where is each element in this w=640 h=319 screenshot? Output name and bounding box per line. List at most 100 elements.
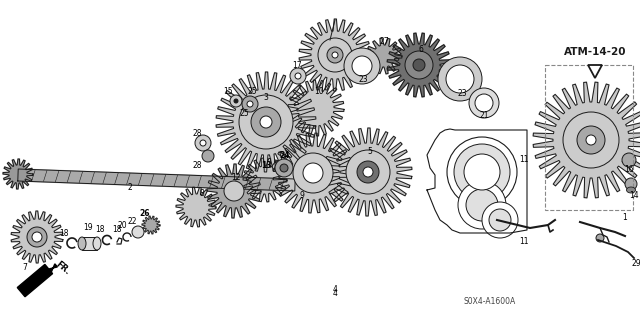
Circle shape [586, 135, 596, 145]
Circle shape [446, 65, 474, 93]
Circle shape [625, 178, 637, 190]
Text: 22: 22 [127, 218, 137, 226]
Polygon shape [17, 264, 58, 297]
Text: 12: 12 [231, 173, 241, 182]
Text: 23: 23 [457, 90, 467, 99]
Polygon shape [3, 159, 33, 189]
Circle shape [318, 38, 352, 72]
Circle shape [275, 159, 293, 177]
Polygon shape [366, 38, 402, 74]
Text: 3: 3 [264, 93, 268, 101]
Polygon shape [18, 169, 295, 191]
Circle shape [247, 101, 253, 107]
Text: 6: 6 [419, 46, 424, 55]
Polygon shape [216, 72, 316, 172]
Circle shape [458, 181, 506, 229]
Polygon shape [324, 128, 412, 216]
Circle shape [357, 161, 379, 183]
Polygon shape [387, 33, 451, 97]
Circle shape [438, 57, 482, 101]
Text: 27: 27 [379, 38, 389, 47]
Text: 9: 9 [300, 191, 305, 201]
Circle shape [454, 144, 510, 200]
Circle shape [234, 99, 238, 103]
Circle shape [346, 150, 390, 194]
Circle shape [332, 52, 338, 58]
Polygon shape [176, 187, 216, 227]
Text: 2: 2 [127, 183, 132, 192]
Polygon shape [533, 82, 640, 198]
Circle shape [327, 47, 343, 63]
Circle shape [344, 48, 380, 84]
Circle shape [230, 95, 242, 107]
Text: 18: 18 [95, 226, 105, 234]
Text: S0X4-A1600A: S0X4-A1600A [464, 298, 516, 307]
Circle shape [251, 107, 281, 137]
Circle shape [202, 150, 214, 162]
Text: 1: 1 [623, 213, 627, 222]
Circle shape [27, 227, 47, 247]
Text: 18: 18 [60, 229, 68, 239]
Text: 28: 28 [192, 129, 202, 137]
Bar [545, 65, 633, 210]
Circle shape [466, 189, 498, 221]
Text: 11: 11 [519, 238, 529, 247]
Circle shape [200, 140, 206, 146]
Text: 15: 15 [223, 87, 233, 97]
Text: 16: 16 [624, 166, 634, 174]
Polygon shape [243, 158, 287, 202]
Circle shape [290, 68, 306, 84]
Ellipse shape [93, 237, 101, 250]
Polygon shape [273, 133, 353, 213]
Text: 24: 24 [280, 152, 291, 160]
Polygon shape [142, 216, 160, 234]
Circle shape [242, 96, 258, 112]
Text: 4: 4 [333, 288, 337, 298]
Circle shape [132, 226, 144, 238]
Circle shape [195, 135, 211, 151]
Text: 29: 29 [631, 259, 640, 269]
Circle shape [352, 56, 372, 76]
Circle shape [596, 234, 604, 242]
Circle shape [447, 137, 517, 207]
Text: 14: 14 [629, 191, 639, 201]
Circle shape [469, 88, 499, 118]
Circle shape [622, 153, 636, 167]
Ellipse shape [78, 237, 86, 250]
Text: 28: 28 [192, 161, 202, 170]
Polygon shape [11, 211, 63, 263]
Text: 25: 25 [239, 108, 249, 117]
Circle shape [563, 112, 619, 168]
Circle shape [577, 126, 605, 154]
Text: FR.: FR. [54, 260, 72, 277]
Bar [82, 237, 97, 250]
Polygon shape [299, 19, 371, 91]
Text: 20: 20 [117, 220, 127, 229]
Text: 17: 17 [292, 61, 302, 70]
Text: 21: 21 [479, 112, 489, 121]
Text: 4: 4 [333, 286, 337, 294]
Circle shape [489, 209, 511, 231]
Polygon shape [288, 80, 344, 136]
Circle shape [475, 94, 493, 112]
Circle shape [295, 73, 301, 79]
Text: 11: 11 [519, 155, 529, 165]
Polygon shape [588, 65, 602, 78]
Circle shape [260, 116, 272, 128]
Text: 23: 23 [358, 75, 368, 84]
Text: 13: 13 [260, 160, 271, 169]
Text: 26: 26 [140, 210, 150, 219]
Text: 5: 5 [367, 147, 372, 157]
Text: 18: 18 [112, 226, 122, 234]
Circle shape [280, 164, 288, 172]
Circle shape [464, 154, 500, 190]
Circle shape [405, 51, 433, 79]
Ellipse shape [627, 187, 636, 193]
Circle shape [482, 202, 518, 238]
Circle shape [224, 181, 244, 201]
Circle shape [363, 167, 373, 177]
Circle shape [303, 163, 323, 183]
Text: ATM-14-20: ATM-14-20 [564, 47, 627, 57]
Circle shape [32, 232, 42, 242]
Text: 7: 7 [22, 263, 28, 271]
